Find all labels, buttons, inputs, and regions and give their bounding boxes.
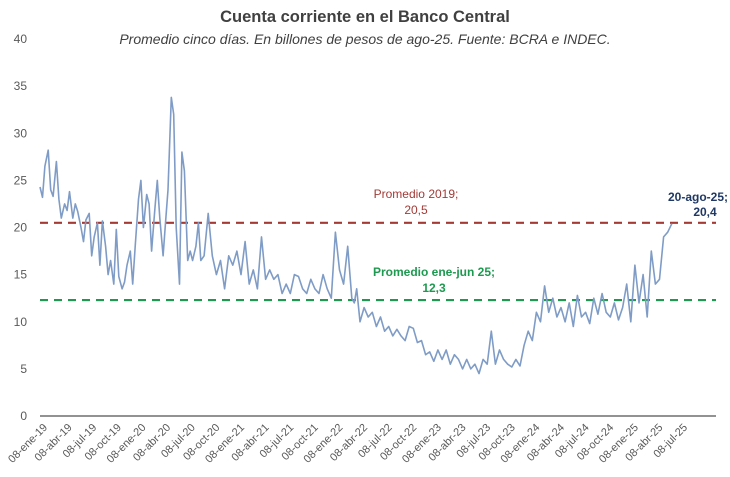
promedio-2025-value: 12,3 <box>422 281 446 295</box>
promedio-2025-label: Promedio ene-jun 25; <box>373 265 495 279</box>
chart-subtitle: Promedio cinco días. En billones de peso… <box>119 31 611 47</box>
y-axis: 0 5 10 15 20 25 30 35 40 <box>14 32 28 423</box>
y-tick-label: 40 <box>14 32 28 46</box>
y-tick-label: 5 <box>20 362 27 376</box>
y-tick-label: 25 <box>14 173 28 187</box>
y-tick-label: 20 <box>14 221 28 235</box>
y-tick-label: 10 <box>14 315 28 329</box>
y-tick-label: 0 <box>20 409 27 423</box>
y-tick-label: 35 <box>14 79 28 93</box>
y-tick-label: 15 <box>14 268 28 282</box>
last-value-label: 20,4 <box>693 205 717 219</box>
chart-title: Cuenta corriente en el Banco Central <box>220 8 510 26</box>
x-axis: 08-ene-1908-abr-1908-jul-1908-oct-1908-e… <box>6 422 690 466</box>
last-value-date-label: 20-ago-25; <box>668 190 728 204</box>
promedio-2019-value: 20,5 <box>404 203 428 217</box>
promedio-2019-label: Promedio 2019; <box>374 187 459 201</box>
cuenta-corriente-series <box>39 96 673 375</box>
y-tick-label: 30 <box>14 126 28 140</box>
